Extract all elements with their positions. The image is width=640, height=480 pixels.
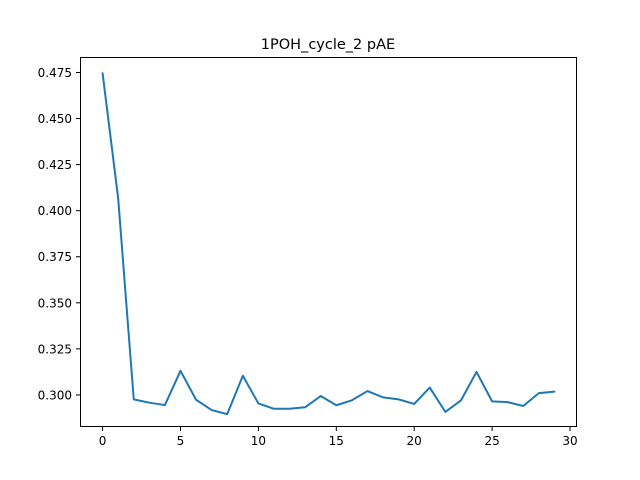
y-tick-label: 0.450 — [38, 112, 72, 126]
y-tick-label: 0.300 — [38, 388, 72, 402]
y-tick-label: 0.400 — [38, 204, 72, 218]
y-tick-label: 0.375 — [38, 250, 72, 264]
series-line — [101, 72, 556, 416]
y-tick-label: 0.475 — [38, 66, 72, 80]
x-tick-label: 0 — [99, 434, 107, 448]
y-tick-label: 0.425 — [38, 158, 72, 172]
y-tick-label: 0.325 — [38, 342, 72, 356]
y-axis: 0.300 0.325 0.350 0.375 0.400 0.425 0.450 0.475 — [38, 66, 80, 402]
x-tick-label: 15 — [329, 434, 344, 448]
chart-title: 1POH_cycle_2 pAE — [261, 37, 395, 53]
x-tick-label: 25 — [484, 434, 499, 448]
x-tick-label: 5 — [177, 434, 185, 448]
y-tick-label: 0.350 — [38, 296, 72, 310]
plot-frame — [80, 57, 577, 427]
x-axis: 0 5 10 15 20 25 30 — [99, 427, 578, 448]
x-tick-label: 10 — [251, 434, 266, 448]
x-tick-label: 20 — [407, 434, 422, 448]
x-tick-label: 30 — [562, 434, 577, 448]
series-layer — [101, 72, 556, 416]
